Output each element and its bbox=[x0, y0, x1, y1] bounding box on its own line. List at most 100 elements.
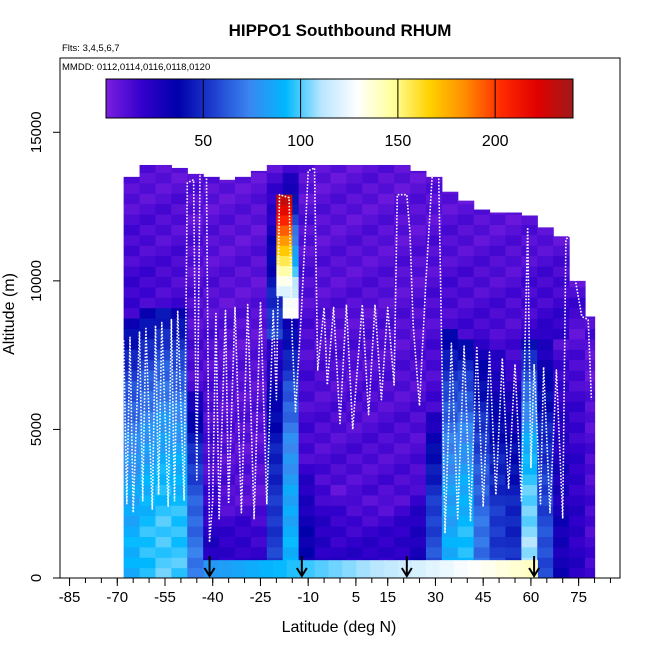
heatmap-cells bbox=[123, 164, 596, 578]
heatmap-cell bbox=[425, 484, 443, 496]
heatmap-cell bbox=[219, 515, 236, 527]
heatmap-cell bbox=[553, 338, 570, 350]
heatmap-cell bbox=[219, 203, 236, 215]
heatmap-cell bbox=[187, 526, 204, 537]
heatmap-cell bbox=[489, 474, 507, 485]
heatmap-cell bbox=[203, 297, 220, 309]
heatmap-cell bbox=[441, 338, 459, 350]
heatmap-cell bbox=[457, 453, 475, 465]
heatmap-cell bbox=[282, 182, 300, 194]
heatmap-cell bbox=[457, 203, 475, 215]
heatmap-cell bbox=[314, 245, 332, 257]
heatmap-cell bbox=[378, 266, 395, 277]
heatmap-cell bbox=[123, 203, 141, 215]
heatmap-cell bbox=[266, 422, 284, 433]
heatmap-cell bbox=[123, 515, 141, 527]
heatmap-cell bbox=[553, 328, 570, 340]
heatmap-cell bbox=[139, 338, 157, 350]
heatmap-cell bbox=[203, 276, 220, 288]
heatmap-cell bbox=[394, 286, 411, 298]
heatmap-cell bbox=[235, 203, 252, 215]
heatmap-cell bbox=[266, 453, 284, 465]
heatmap-cell bbox=[314, 515, 332, 527]
heatmap-cell bbox=[553, 494, 570, 506]
heatmap-cell bbox=[394, 546, 411, 558]
heatmap-cell bbox=[394, 214, 411, 225]
heatmap-cell bbox=[187, 442, 204, 454]
heatmap-cell bbox=[203, 536, 220, 548]
heatmap-cell bbox=[425, 224, 443, 236]
heatmap-cell bbox=[171, 494, 188, 506]
heatmap-cell bbox=[410, 349, 427, 361]
heatmap-cell bbox=[187, 453, 204, 465]
heatmap-cell bbox=[314, 432, 332, 444]
heatmap-cell bbox=[537, 286, 554, 298]
x-axis-tick-label: 60 bbox=[523, 589, 540, 606]
heatmap-cell bbox=[521, 224, 538, 236]
heatmap-cell bbox=[266, 411, 284, 423]
x-axis-tick-label: -85 bbox=[59, 589, 81, 606]
heatmap-cell bbox=[441, 234, 459, 246]
heatmap-cell bbox=[298, 484, 316, 496]
heatmap-cell bbox=[298, 494, 316, 506]
heatmap-cell bbox=[330, 276, 347, 288]
heatmap-cell bbox=[155, 567, 172, 578]
heatmap-cell bbox=[489, 328, 507, 340]
heatmap-cell bbox=[394, 172, 411, 184]
heatmap-cell bbox=[250, 182, 268, 194]
heatmap-cell bbox=[457, 390, 475, 402]
heatmap-cell bbox=[282, 546, 300, 558]
chart-subtitle-dates: MMDD: 0112,0114,0116,0118,0120 bbox=[62, 62, 210, 73]
heatmap-cell bbox=[266, 463, 284, 475]
heatmap-cell bbox=[521, 505, 538, 517]
heatmap-cell bbox=[171, 193, 188, 205]
heatmap-cell bbox=[378, 193, 395, 205]
heatmap-cell bbox=[425, 255, 443, 267]
heatmap-cell bbox=[569, 380, 586, 392]
heatmap-cell bbox=[441, 276, 459, 288]
heatmap-cell bbox=[219, 214, 236, 225]
heatmap-cell bbox=[282, 164, 300, 173]
heatmap-cell bbox=[425, 203, 443, 215]
heatmap-cell bbox=[569, 422, 586, 433]
heatmap-cell bbox=[441, 390, 459, 402]
heatmap-cell bbox=[250, 390, 268, 402]
heatmap-cell bbox=[569, 515, 586, 527]
heatmap-cell bbox=[250, 276, 268, 288]
heatmap-cell bbox=[298, 515, 316, 527]
heatmap-cell bbox=[139, 401, 157, 413]
heatmap-cell bbox=[282, 338, 300, 350]
heatmap-cell bbox=[473, 234, 491, 246]
flight-marker-arrowhead bbox=[203, 567, 216, 578]
heatmap-cell bbox=[266, 370, 284, 381]
heatmap-cell bbox=[521, 234, 538, 246]
heatmap-cell bbox=[521, 526, 538, 537]
heatmap-cell bbox=[123, 442, 141, 454]
heatmap-cell bbox=[314, 338, 332, 350]
heatmap-cell bbox=[314, 276, 332, 288]
heatmap-cell bbox=[330, 193, 347, 205]
heatmap-cell bbox=[282, 307, 300, 319]
heatmap-cell bbox=[155, 432, 172, 444]
heatmap-cell bbox=[585, 338, 596, 350]
heatmap-cell bbox=[282, 172, 300, 184]
heatmap-cell bbox=[362, 411, 379, 423]
heatmap-cell bbox=[489, 349, 507, 361]
heatmap-cell bbox=[489, 307, 507, 319]
heatmap-cell bbox=[457, 536, 475, 548]
heatmap-cell bbox=[123, 338, 141, 350]
heatmap-cell bbox=[489, 359, 507, 371]
heatmap-cell bbox=[362, 432, 379, 444]
heatmap-cell bbox=[123, 546, 141, 558]
heatmap-cell bbox=[123, 307, 141, 319]
heatmap-cell bbox=[171, 411, 188, 423]
heatmap-cell bbox=[203, 349, 220, 361]
heatmap-cell bbox=[394, 494, 411, 506]
heatmap-cell bbox=[394, 442, 411, 454]
heatmap-cell bbox=[394, 370, 411, 381]
heatmap-cell bbox=[298, 203, 316, 215]
y-axis-tick-label: 0 bbox=[28, 574, 45, 582]
heatmap-cell bbox=[203, 474, 220, 485]
heatmap-cell bbox=[394, 164, 411, 173]
heatmap-cell bbox=[203, 224, 220, 236]
